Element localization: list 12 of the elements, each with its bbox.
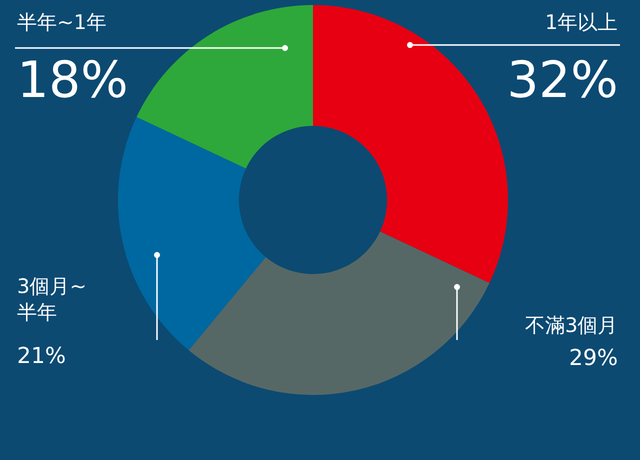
- donut-slice: [118, 116, 266, 350]
- data-label: 32%: [507, 51, 618, 109]
- slice-label: 3個月~ 半年: [17, 274, 86, 324]
- data-label: 21%: [17, 344, 66, 369]
- donut-slice: [188, 232, 490, 395]
- slice-label: 不滿3個月: [525, 313, 618, 337]
- data-label: 29%: [569, 346, 618, 371]
- slice-label: 1年以上: [545, 10, 618, 34]
- slice-label: 半年~1年: [17, 10, 106, 34]
- donut-slice: [313, 5, 508, 284]
- donut-slice: [136, 5, 313, 168]
- data-label: 18%: [17, 51, 128, 109]
